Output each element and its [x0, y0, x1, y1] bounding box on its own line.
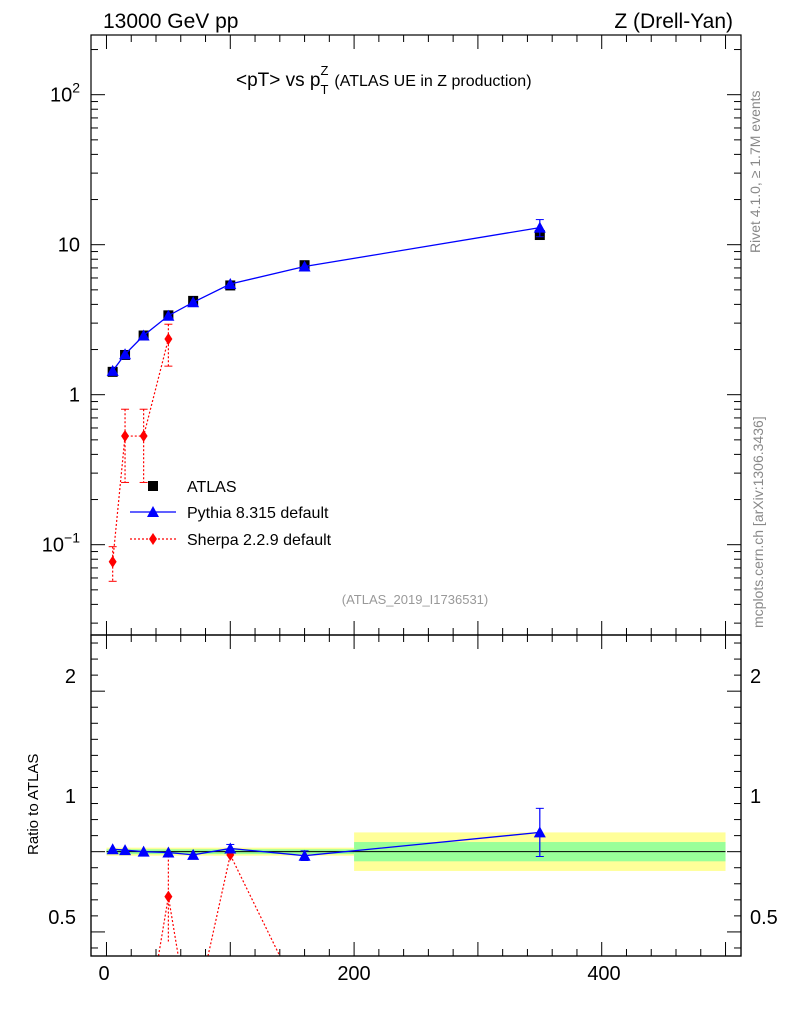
main-ytick-label-base: 10: [42, 535, 64, 557]
ratio-panel-frame: [90, 634, 742, 957]
rivet-label: Rivet 4.1.0, ≥ 1.7M events: [747, 90, 763, 253]
ratio-ytick-05-left: 0.5: [48, 907, 76, 929]
ratio-sherpa-line: [207, 853, 281, 957]
sherpa-line: [112, 338, 169, 562]
main-title-sup: Z: [320, 63, 328, 78]
pythia-point: [533, 221, 546, 233]
ratio-ytick-2-left: 2: [65, 666, 76, 688]
legend: ATLAS Pythia 8.315 default Sherpa 2.2.9 …: [130, 479, 332, 549]
ratio-pythia-point: [162, 846, 175, 858]
xtick-0: 0: [98, 963, 109, 985]
pythia-point: [224, 277, 237, 289]
main-ytick-label-base: 10: [58, 235, 80, 257]
ratio-sherpa-point: [164, 890, 173, 903]
header-left: 13000 GeV pp: [103, 10, 238, 33]
ratio-panel-frame-top: [90, 634, 742, 957]
xtick-200: 200: [337, 963, 370, 985]
main-title-sub: T: [321, 82, 329, 97]
ratio-axis-ticks: [91, 635, 741, 956]
mcplots-label: mcplots.cern.ch [arXiv:1306.3436]: [750, 416, 766, 628]
ratio-ylabel: Ratio to ATLAS: [25, 754, 42, 855]
ratio-pythia-point: [224, 842, 237, 854]
ratio-pythia-point: [106, 843, 119, 855]
pythia-point: [298, 260, 311, 272]
main-title: <pT> vs pTZ (ATLAS UE in Z production): [236, 63, 532, 97]
main-ytick-label-exp: −1: [64, 530, 80, 546]
ratio-uncertainty-bands: [106, 832, 726, 871]
header-right: Z (Drell-Yan): [614, 10, 733, 33]
pythia-point: [137, 329, 150, 341]
sherpa-point: [164, 333, 173, 346]
sherpa-point: [108, 555, 117, 568]
legend-sherpa-label: Sherpa 2.2.9 default: [187, 532, 332, 549]
ratio-pythia-point: [137, 845, 150, 857]
main-title-suffix: (ATLAS UE in Z production): [334, 73, 531, 90]
sherpa-point: [139, 430, 148, 443]
pythia-point: [119, 348, 132, 360]
pythia-point: [106, 364, 119, 376]
main-ytick-label: 1: [69, 385, 80, 407]
main-ytick-label: 102: [50, 80, 80, 107]
main-title-text: <pT> vs p: [236, 70, 321, 91]
main-ytick-label-base: 10: [50, 85, 72, 107]
ratio-ytick-05-right: 0.5: [750, 907, 778, 929]
main-ytick-label: 10−1: [42, 530, 80, 557]
ratio-ytick-1-right: 1: [750, 786, 761, 808]
pythia-point: [162, 309, 175, 321]
main-ytick-label: 10: [58, 235, 80, 257]
ratio-pythia-point: [187, 848, 200, 860]
legend-pythia-marker: [147, 506, 159, 517]
legend-sherpa-marker: [149, 533, 157, 545]
ratio-data-marks: [106, 807, 546, 957]
main-data-marks: [106, 219, 546, 582]
main-axis-ticks: [91, 35, 741, 635]
pythia-line: [112, 226, 540, 372]
ratio-pythia-point: [298, 849, 311, 861]
sherpa-point: [121, 430, 130, 443]
xtick-400: 400: [587, 963, 620, 985]
ratio-ytick-1-left: 1: [65, 786, 76, 808]
legend-pythia-label: Pythia 8.315 default: [187, 505, 329, 522]
ratio-pythia-point: [533, 826, 546, 838]
ratio-ytick-2-right: 2: [750, 666, 761, 688]
ratio-pythia-point: [119, 844, 132, 856]
legend-atlas-marker: [148, 481, 158, 491]
pythia-point: [187, 296, 200, 308]
main-ytick-label-exp: 2: [72, 80, 80, 96]
analysis-watermark: (ATLAS_2019_I1736531): [342, 592, 488, 607]
legend-atlas-label: ATLAS: [187, 479, 237, 496]
main-ytick-label-base: 1: [69, 385, 80, 407]
